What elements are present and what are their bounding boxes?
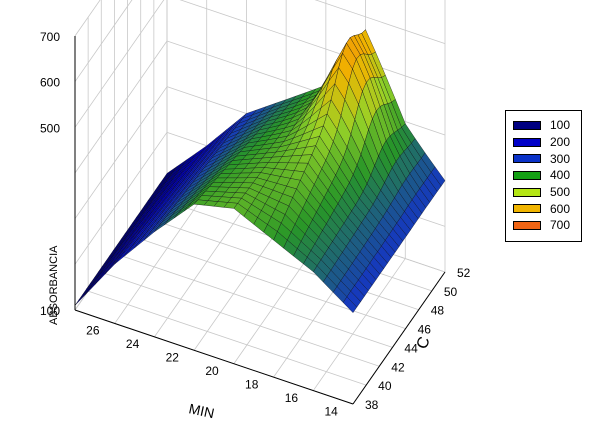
legend-swatch	[513, 154, 541, 164]
surface-cell	[342, 296, 358, 313]
x-tick-label: 22	[166, 351, 180, 365]
y-tick-label: 42	[391, 360, 405, 374]
legend: 100 200 300 400 500 600 700	[505, 110, 582, 242]
z-tick-label: 100	[40, 304, 60, 318]
y-tick-label: 40	[378, 379, 392, 393]
legend-swatch	[513, 137, 541, 147]
legend-label: 600	[550, 201, 571, 216]
x-tick-label: 18	[245, 377, 259, 391]
legend-label: 400	[550, 168, 571, 183]
z-axis-title: ABSORBANCIA	[48, 245, 60, 325]
z-tick-label: 600	[40, 76, 60, 90]
legend-label: 300	[550, 151, 571, 166]
z-tick-label: 500	[40, 121, 60, 135]
legend-label: 500	[550, 185, 571, 200]
legend-item: 700	[513, 217, 581, 234]
surface-cell	[74, 289, 89, 306]
legend-label: 700	[550, 218, 571, 233]
legend-label: 100	[550, 118, 571, 133]
axes	[74, 36, 446, 405]
y-tick-label: 38	[365, 398, 379, 412]
legend-swatch	[513, 204, 541, 214]
legend-swatch	[513, 187, 541, 197]
legend-item: 200	[513, 134, 581, 151]
legend-swatch	[513, 170, 541, 180]
legend-item: 100	[513, 117, 581, 134]
legend-item: 500	[513, 184, 581, 201]
y-tick-label: 52	[457, 266, 471, 280]
x-axis-title: MIN	[187, 400, 215, 421]
legend-swatch	[513, 120, 541, 130]
x-tick-label: 24	[126, 337, 140, 351]
y-tick-label: 44	[404, 341, 418, 355]
x-tick-label: 14	[324, 404, 338, 418]
legend-item: 600	[513, 200, 581, 217]
legend-item: 400	[513, 167, 581, 184]
y-tick-label: 48	[431, 304, 445, 318]
y-tick-label: 46	[418, 323, 432, 337]
legend-item: 300	[513, 150, 581, 167]
z-tick-label: 700	[40, 30, 60, 44]
y-tick-label: 50	[444, 285, 458, 299]
legend-swatch	[513, 220, 541, 230]
x-tick-label: 16	[285, 391, 299, 405]
legend-label: 200	[550, 135, 571, 150]
x-tick-label: 20	[205, 364, 219, 378]
x-tick-label: 26	[86, 324, 100, 338]
surface-mesh	[74, 29, 446, 313]
y-axis-title: C	[414, 335, 434, 352]
